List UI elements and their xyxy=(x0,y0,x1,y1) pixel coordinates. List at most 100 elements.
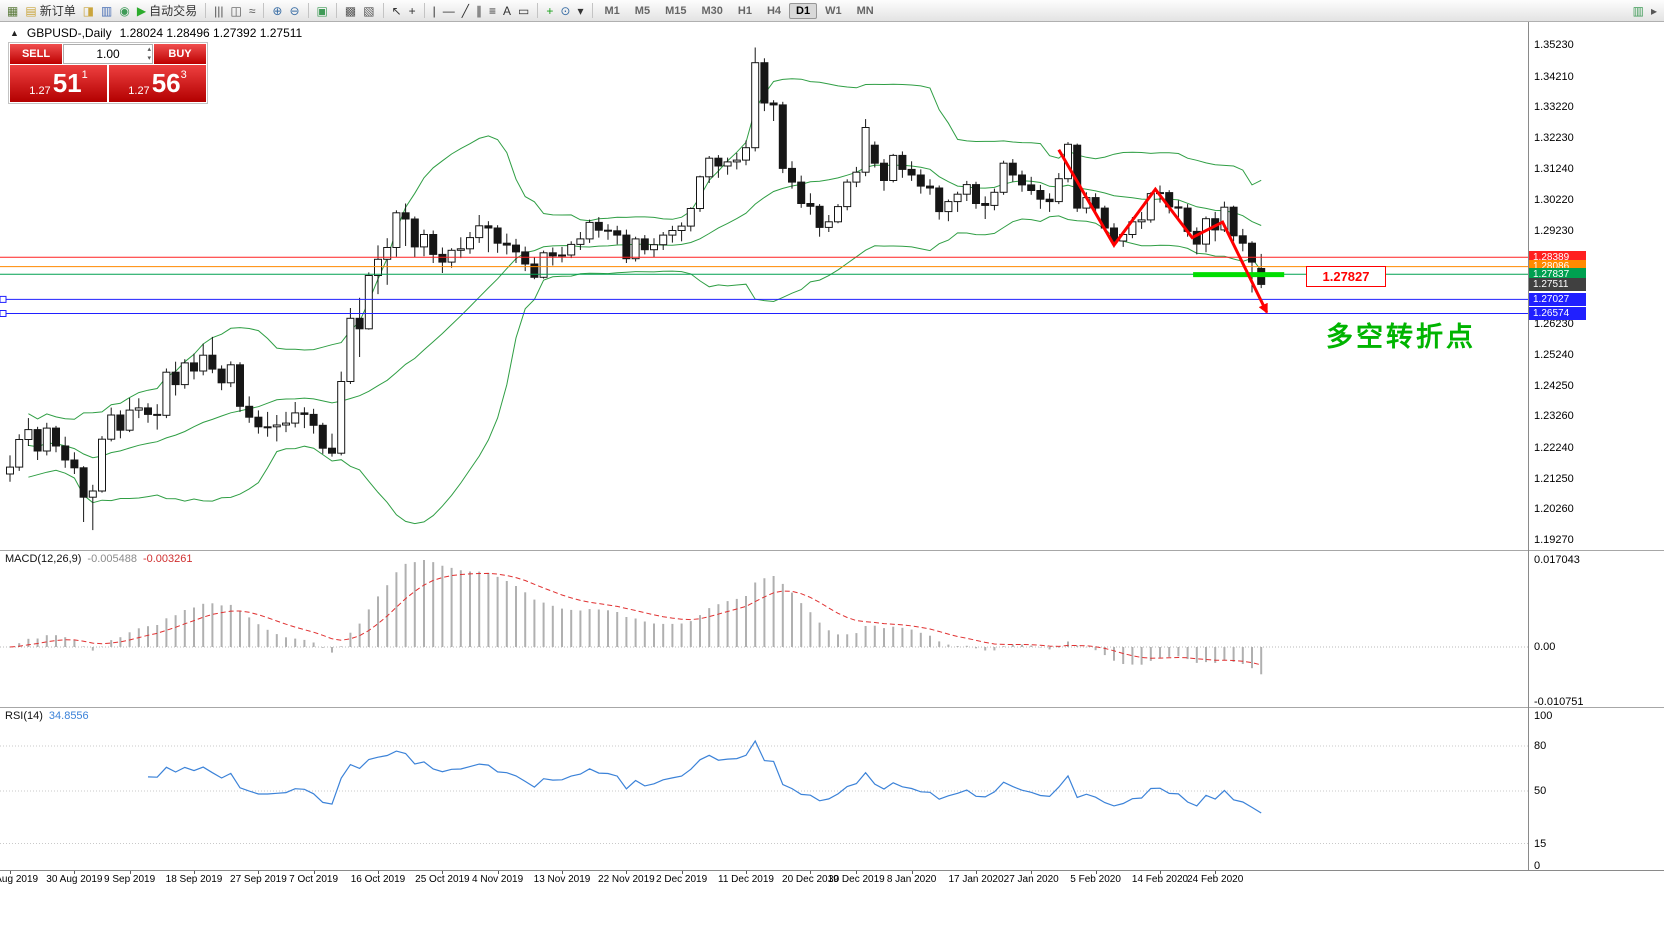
cascade-windows-icon: ▩ xyxy=(344,3,357,18)
chart-shift-icon[interactable]: ▥ xyxy=(1630,2,1647,20)
line-chart-icon[interactable]: ≈ xyxy=(246,2,259,20)
line-handle[interactable] xyxy=(0,310,7,317)
tile-windows-icon[interactable]: ▣ xyxy=(314,2,331,20)
time-axis-label: 27 Sep 2019 xyxy=(230,874,287,885)
text-icon[interactable]: A xyxy=(500,2,514,20)
timeframe-mn-button[interactable]: MN xyxy=(856,4,874,17)
candlestick-chart-icon[interactable]: ◫ xyxy=(227,2,244,20)
timeframe-m5-button[interactable]: M5 xyxy=(634,4,651,17)
auto-scroll-icon[interactable]: ▸ xyxy=(1648,2,1660,20)
period-icon[interactable]: ⊙ xyxy=(557,2,573,20)
sell-button[interactable]: SELL xyxy=(10,44,62,64)
rsi-axis-tick: 80 xyxy=(1534,740,1547,752)
navigator-icon[interactable]: ◉ xyxy=(116,2,132,20)
zoom-out-icon[interactable]: ⊖ xyxy=(286,2,302,20)
time-axis-tick xyxy=(313,870,315,874)
one-click-collapse-icon[interactable]: ▲ xyxy=(10,28,19,38)
macd-value-signal: -0.003261 xyxy=(142,553,193,565)
bollinger-lower-band xyxy=(28,215,1262,525)
bar-chart-icon[interactable]: ||| xyxy=(211,2,226,20)
timeframe-w1-button[interactable]: W1 xyxy=(825,4,842,17)
timeframe-m1-button[interactable]: M1 xyxy=(604,4,620,17)
cascade-windows-icon[interactable]: ▩ xyxy=(342,2,359,20)
label-icon[interactable]: ▭ xyxy=(515,2,532,20)
time-axis-label: 17 Jan 2020 xyxy=(948,874,1004,885)
bollinger-upper-band xyxy=(28,78,1262,420)
vertical-line-icon[interactable]: | xyxy=(430,2,439,20)
rsi-name: RSI(14) xyxy=(5,710,43,722)
volume-input[interactable]: 1.00 ▴ ▾ xyxy=(63,44,153,64)
time-axis-label: 7 Oct 2019 xyxy=(289,874,339,885)
main-chart-canvas[interactable] xyxy=(0,22,1528,550)
macd-signal-line xyxy=(9,572,1262,666)
timeframe-d1-button[interactable]: D1 xyxy=(789,2,818,19)
volume-spinner[interactable]: ▴ ▾ xyxy=(147,45,151,63)
vertical-line-icon: | xyxy=(432,3,436,18)
price-axis-tick: 1.34210 xyxy=(1534,70,1574,83)
time-axis-tick xyxy=(378,870,379,874)
pane-separator[interactable] xyxy=(0,707,1664,708)
macd-canvas[interactable] xyxy=(0,551,1528,707)
zoom-in-icon[interactable]: ⊕ xyxy=(269,2,285,20)
period-dropdown-icon: ▾ xyxy=(577,3,584,18)
rsi-pane[interactable] xyxy=(0,708,1528,870)
auto-scroll-icon: ▸ xyxy=(1650,3,1657,18)
sell-price[interactable]: 1.27 51 1 xyxy=(10,65,107,102)
toolbar-separator xyxy=(537,3,539,18)
turning-point-annotation[interactable]: 多空转折点 xyxy=(1326,322,1476,352)
main-chart-pane[interactable] xyxy=(0,22,1528,550)
macd-pane[interactable] xyxy=(0,551,1528,707)
add-indicator-icon[interactable]: + xyxy=(543,2,556,20)
channel-icon: ∥ xyxy=(476,3,483,18)
timeframe-h1-button[interactable]: H1 xyxy=(737,4,752,17)
text-icon: A xyxy=(503,3,512,18)
price-level-label[interactable]: 1.27827 xyxy=(1306,266,1386,287)
time-axis-tick xyxy=(258,870,260,874)
macd-axis-tick: 0.00 xyxy=(1534,641,1556,653)
one-click-trading-panel: SELL 1.00 ▴ ▾ BUY 1.27 51 1 1.27 56 3 xyxy=(8,42,208,104)
timeframe-m30-button[interactable]: M30 xyxy=(701,4,723,17)
time-axis-label: 2 Dec 2019 xyxy=(656,874,708,885)
channel-icon[interactable]: ∥ xyxy=(473,2,485,20)
crosshair-icon[interactable]: + xyxy=(406,2,419,20)
market-watch-icon[interactable]: ▥ xyxy=(98,2,115,20)
rsi-label: RSI(14) 34.8556 xyxy=(5,710,89,722)
auto-trading-icon: ▶ xyxy=(136,3,147,18)
spinner-down-icon[interactable]: ▾ xyxy=(147,55,151,62)
new-chart-icon[interactable]: ▦ xyxy=(4,2,21,20)
line-handle[interactable] xyxy=(0,295,7,303)
sell-price-small: 1.27 xyxy=(29,85,51,97)
time-axis-tick xyxy=(497,870,499,874)
auto-trading-button-label: 自动交易 xyxy=(149,4,198,18)
horizontal-line-icon[interactable]: — xyxy=(440,2,458,20)
trendline-icon[interactable]: ╱ xyxy=(459,2,472,20)
buy-price[interactable]: 1.27 56 3 xyxy=(109,65,206,102)
price-axis-tick: 1.24250 xyxy=(1534,379,1574,392)
cursor-icon[interactable]: ↖ xyxy=(389,2,405,20)
time-axis-label: 21 Aug 2019 xyxy=(0,874,39,885)
timeframe-h4-button[interactable]: H4 xyxy=(766,4,781,17)
buy-button[interactable]: BUY xyxy=(154,44,206,64)
arrange-windows-icon[interactable]: ▧ xyxy=(360,2,377,20)
period-dropdown-icon[interactable]: ▾ xyxy=(574,2,586,20)
zoom-in-icon: ⊕ xyxy=(272,3,283,18)
label-icon: ▭ xyxy=(518,3,530,18)
new-order-button[interactable]: ▤ 新订单 xyxy=(22,2,78,20)
pane-separator[interactable] xyxy=(0,550,1664,551)
candlestick-chart-icon: ◫ xyxy=(230,3,242,18)
time-axis-label: 4 Nov 2019 xyxy=(472,874,524,885)
toolbar-separator xyxy=(423,3,425,18)
rsi-line xyxy=(147,739,1262,814)
trend-arrow[interactable] xyxy=(1057,149,1269,314)
profiles-icon[interactable]: ◨ xyxy=(80,2,97,20)
spinner-up-icon[interactable]: ▴ xyxy=(147,46,151,53)
timeframe-m15-button[interactable]: M15 xyxy=(665,4,687,17)
symbol-period-label: GBPUSD-,Daily xyxy=(26,26,112,40)
add-indicator-icon: + xyxy=(546,3,554,18)
rsi-canvas[interactable] xyxy=(0,708,1528,870)
fibonacci-icon[interactable]: ≡ xyxy=(486,2,499,20)
time-axis-tick xyxy=(976,870,977,874)
time-axis-tick xyxy=(1160,870,1161,874)
new-order-icon: ▤ xyxy=(25,3,37,18)
auto-trading-button[interactable]: ▶ 自动交易 xyxy=(134,2,200,20)
